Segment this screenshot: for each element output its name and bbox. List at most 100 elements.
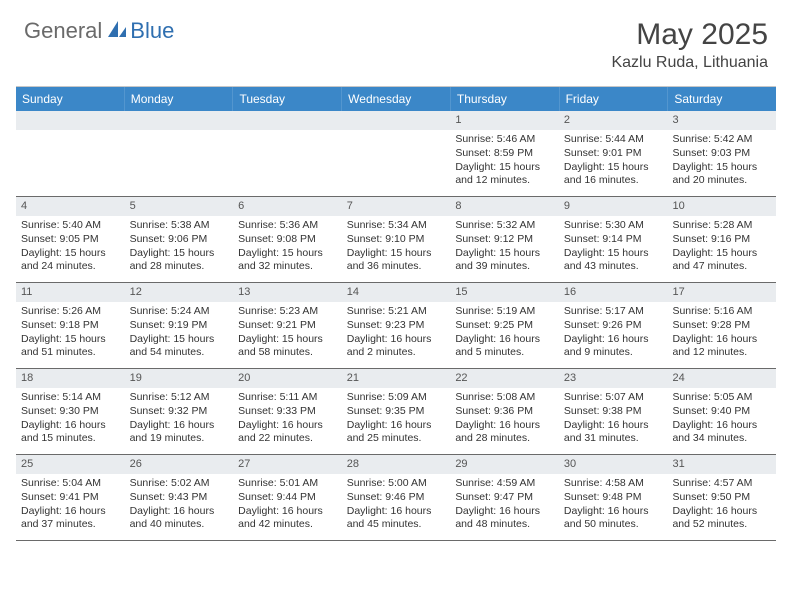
- day-body: Sunrise: 5:01 AMSunset: 9:44 PMDaylight:…: [233, 474, 342, 536]
- day-number: 13: [233, 283, 342, 302]
- page-title: May 2025: [611, 18, 768, 52]
- daylight-line: Daylight: 16 hours and 48 minutes.: [455, 505, 554, 532]
- sunrise-line: Sunrise: 5:44 AM: [564, 133, 663, 147]
- sunrise-line: Sunrise: 5:32 AM: [455, 219, 554, 233]
- sunrise-line: Sunrise: 5:02 AM: [130, 477, 229, 491]
- day-body: Sunrise: 5:08 AMSunset: 9:36 PMDaylight:…: [450, 388, 559, 450]
- day-body: Sunrise: 4:59 AMSunset: 9:47 PMDaylight:…: [450, 474, 559, 536]
- day-cell: 14Sunrise: 5:21 AMSunset: 9:23 PMDayligh…: [342, 283, 451, 368]
- day-number: 9: [559, 197, 668, 216]
- sunset-line: Sunset: 9:05 PM: [21, 233, 120, 247]
- week-row: 18Sunrise: 5:14 AMSunset: 9:30 PMDayligh…: [16, 369, 776, 455]
- day-number: 1: [450, 111, 559, 130]
- day-number: 14: [342, 283, 451, 302]
- day-cell: 12Sunrise: 5:24 AMSunset: 9:19 PMDayligh…: [125, 283, 234, 368]
- day-body: Sunrise: 5:30 AMSunset: 9:14 PMDaylight:…: [559, 216, 668, 278]
- sunrise-line: Sunrise: 5:36 AM: [238, 219, 337, 233]
- sunrise-line: Sunrise: 5:09 AM: [347, 391, 446, 405]
- day-body: Sunrise: 5:11 AMSunset: 9:33 PMDaylight:…: [233, 388, 342, 450]
- day-cell: [342, 111, 451, 196]
- sunrise-line: Sunrise: 5:46 AM: [455, 133, 554, 147]
- daylight-line: Daylight: 16 hours and 22 minutes.: [238, 419, 337, 446]
- day-number: 10: [667, 197, 776, 216]
- day-body: Sunrise: 5:32 AMSunset: 9:12 PMDaylight:…: [450, 216, 559, 278]
- day-body: [342, 130, 451, 137]
- day-cell: 6Sunrise: 5:36 AMSunset: 9:08 PMDaylight…: [233, 197, 342, 282]
- day-cell: 8Sunrise: 5:32 AMSunset: 9:12 PMDaylight…: [450, 197, 559, 282]
- daylight-line: Daylight: 16 hours and 52 minutes.: [672, 505, 771, 532]
- day-cell: 5Sunrise: 5:38 AMSunset: 9:06 PMDaylight…: [125, 197, 234, 282]
- day-number: 21: [342, 369, 451, 388]
- day-body: Sunrise: 5:38 AMSunset: 9:06 PMDaylight:…: [125, 216, 234, 278]
- day-body: Sunrise: 5:34 AMSunset: 9:10 PMDaylight:…: [342, 216, 451, 278]
- day-cell: [125, 111, 234, 196]
- day-number: [342, 111, 451, 130]
- daylight-line: Daylight: 15 hours and 16 minutes.: [564, 161, 663, 188]
- day-number: 6: [233, 197, 342, 216]
- logo-sail-icon: [106, 19, 128, 44]
- sunset-line: Sunset: 9:23 PM: [347, 319, 446, 333]
- daylight-line: Daylight: 16 hours and 12 minutes.: [672, 333, 771, 360]
- sunset-line: Sunset: 9:30 PM: [21, 405, 120, 419]
- sunrise-line: Sunrise: 5:24 AM: [130, 305, 229, 319]
- calendar: SundayMondayTuesdayWednesdayThursdayFrid…: [16, 86, 776, 541]
- sunrise-line: Sunrise: 5:28 AM: [672, 219, 771, 233]
- sunrise-line: Sunrise: 5:05 AM: [672, 391, 771, 405]
- day-cell: 16Sunrise: 5:17 AMSunset: 9:26 PMDayligh…: [559, 283, 668, 368]
- sunset-line: Sunset: 9:46 PM: [347, 491, 446, 505]
- location-label: Kazlu Ruda, Lithuania: [611, 54, 768, 72]
- sunset-line: Sunset: 9:21 PM: [238, 319, 337, 333]
- weekday-header: Sunday: [16, 87, 125, 111]
- day-body: Sunrise: 5:26 AMSunset: 9:18 PMDaylight:…: [16, 302, 125, 364]
- sunset-line: Sunset: 9:08 PM: [238, 233, 337, 247]
- day-number: 22: [450, 369, 559, 388]
- sunrise-line: Sunrise: 5:14 AM: [21, 391, 120, 405]
- day-number: 4: [16, 197, 125, 216]
- day-number: [233, 111, 342, 130]
- day-number: [16, 111, 125, 130]
- day-body: [233, 130, 342, 137]
- title-block: May 2025 Kazlu Ruda, Lithuania: [611, 18, 768, 72]
- day-body: Sunrise: 5:36 AMSunset: 9:08 PMDaylight:…: [233, 216, 342, 278]
- day-body: Sunrise: 5:00 AMSunset: 9:46 PMDaylight:…: [342, 474, 451, 536]
- sunset-line: Sunset: 9:41 PM: [21, 491, 120, 505]
- sunset-line: Sunset: 9:18 PM: [21, 319, 120, 333]
- day-cell: [16, 111, 125, 196]
- day-number: 5: [125, 197, 234, 216]
- day-body: Sunrise: 5:44 AMSunset: 9:01 PMDaylight:…: [559, 130, 668, 192]
- day-number: 27: [233, 455, 342, 474]
- day-body: Sunrise: 5:14 AMSunset: 9:30 PMDaylight:…: [16, 388, 125, 450]
- sunrise-line: Sunrise: 5:19 AM: [455, 305, 554, 319]
- logo-text-general: General: [24, 18, 102, 44]
- day-number: 12: [125, 283, 234, 302]
- day-number: 8: [450, 197, 559, 216]
- daylight-line: Daylight: 15 hours and 54 minutes.: [130, 333, 229, 360]
- daylight-line: Daylight: 15 hours and 43 minutes.: [564, 247, 663, 274]
- week-row: 11Sunrise: 5:26 AMSunset: 9:18 PMDayligh…: [16, 283, 776, 369]
- daylight-line: Daylight: 16 hours and 42 minutes.: [238, 505, 337, 532]
- day-body: Sunrise: 5:02 AMSunset: 9:43 PMDaylight:…: [125, 474, 234, 536]
- day-cell: 29Sunrise: 4:59 AMSunset: 9:47 PMDayligh…: [450, 455, 559, 540]
- week-row: 1Sunrise: 5:46 AMSunset: 8:59 PMDaylight…: [16, 111, 776, 197]
- sunrise-line: Sunrise: 4:59 AM: [455, 477, 554, 491]
- day-number: 17: [667, 283, 776, 302]
- day-body: Sunrise: 5:19 AMSunset: 9:25 PMDaylight:…: [450, 302, 559, 364]
- sunset-line: Sunset: 9:14 PM: [564, 233, 663, 247]
- sunrise-line: Sunrise: 5:34 AM: [347, 219, 446, 233]
- day-body: Sunrise: 5:05 AMSunset: 9:40 PMDaylight:…: [667, 388, 776, 450]
- day-body: [16, 130, 125, 137]
- daylight-line: Daylight: 15 hours and 24 minutes.: [21, 247, 120, 274]
- day-cell: 13Sunrise: 5:23 AMSunset: 9:21 PMDayligh…: [233, 283, 342, 368]
- daylight-line: Daylight: 15 hours and 28 minutes.: [130, 247, 229, 274]
- day-number: 2: [559, 111, 668, 130]
- day-cell: 28Sunrise: 5:00 AMSunset: 9:46 PMDayligh…: [342, 455, 451, 540]
- day-body: Sunrise: 5:28 AMSunset: 9:16 PMDaylight:…: [667, 216, 776, 278]
- sunrise-line: Sunrise: 5:16 AM: [672, 305, 771, 319]
- sunrise-line: Sunrise: 5:07 AM: [564, 391, 663, 405]
- daylight-line: Daylight: 15 hours and 51 minutes.: [21, 333, 120, 360]
- sunrise-line: Sunrise: 4:57 AM: [672, 477, 771, 491]
- day-number: 26: [125, 455, 234, 474]
- week-row: 4Sunrise: 5:40 AMSunset: 9:05 PMDaylight…: [16, 197, 776, 283]
- daylight-line: Daylight: 16 hours and 19 minutes.: [130, 419, 229, 446]
- sunrise-line: Sunrise: 5:26 AM: [21, 305, 120, 319]
